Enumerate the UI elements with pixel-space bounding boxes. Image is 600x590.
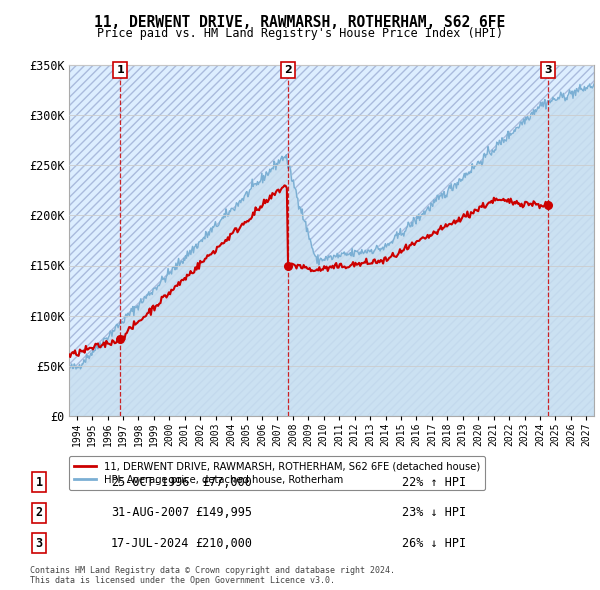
Text: 11, DERWENT DRIVE, RAWMARSH, ROTHERHAM, S62 6FE: 11, DERWENT DRIVE, RAWMARSH, ROTHERHAM, …	[94, 15, 506, 30]
Bar	[69, 65, 594, 416]
Text: Price paid vs. HM Land Registry's House Price Index (HPI): Price paid vs. HM Land Registry's House …	[97, 27, 503, 40]
Text: £149,995: £149,995	[195, 506, 252, 519]
Text: 1: 1	[116, 65, 124, 75]
Text: 31-AUG-2007: 31-AUG-2007	[111, 506, 190, 519]
Text: 17-JUL-2024: 17-JUL-2024	[111, 537, 190, 550]
Text: 3: 3	[35, 537, 43, 550]
Text: 22% ↑ HPI: 22% ↑ HPI	[402, 476, 466, 489]
Text: £210,000: £210,000	[195, 537, 252, 550]
Text: 2: 2	[284, 65, 292, 75]
Legend: 11, DERWENT DRIVE, RAWMARSH, ROTHERHAM, S62 6FE (detached house), HPI: Average p: 11, DERWENT DRIVE, RAWMARSH, ROTHERHAM, …	[69, 456, 485, 490]
Text: 23% ↓ HPI: 23% ↓ HPI	[402, 506, 466, 519]
Text: 25-OCT-1996: 25-OCT-1996	[111, 476, 190, 489]
Text: 26% ↓ HPI: 26% ↓ HPI	[402, 537, 466, 550]
Text: £77,000: £77,000	[202, 476, 252, 489]
Text: 2: 2	[35, 506, 43, 519]
Text: 3: 3	[544, 65, 552, 75]
Text: Contains HM Land Registry data © Crown copyright and database right 2024.
This d: Contains HM Land Registry data © Crown c…	[30, 566, 395, 585]
Text: 1: 1	[35, 476, 43, 489]
